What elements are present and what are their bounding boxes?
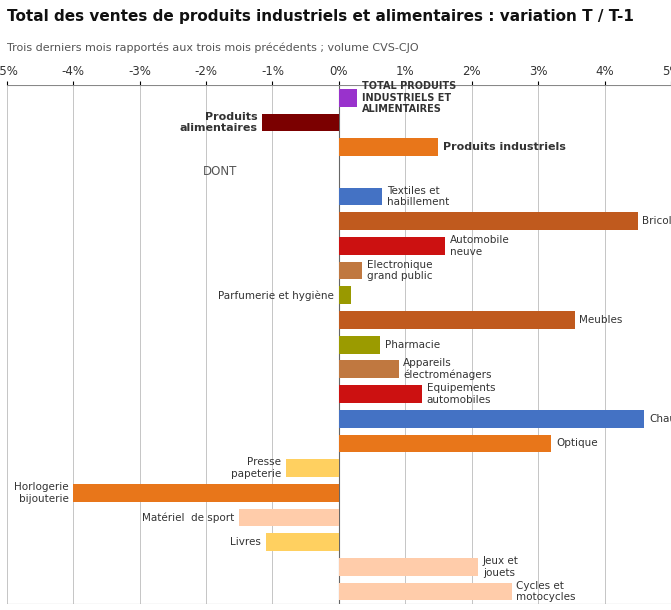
Bar (339, 237, 445, 255)
Text: DONT: DONT (203, 165, 237, 178)
Bar (339, 385, 422, 403)
Bar (339, 89, 358, 107)
Text: Presse
papeterie: Presse papeterie (231, 458, 281, 479)
Text: Total des ventes de produits industriels et alimentaires : variation T / T-1: Total des ventes de produits industriels… (7, 9, 633, 24)
Text: Livres: Livres (230, 537, 261, 547)
Text: Produits
alimentaires: Produits alimentaires (180, 112, 258, 133)
Text: Meubles: Meubles (579, 315, 623, 325)
Bar (339, 262, 362, 279)
Text: Pharmacie: Pharmacie (384, 340, 440, 350)
Text: Matériel  de sport: Matériel de sport (142, 512, 235, 523)
Bar (339, 286, 351, 304)
Bar (339, 336, 380, 354)
Bar (239, 509, 339, 526)
Text: Equipements
automobiles: Equipements automobiles (427, 383, 495, 405)
Text: Bricolage: Bricolage (642, 216, 671, 226)
Text: Appareils
électroménagers: Appareils électroménagers (403, 358, 492, 381)
Text: Cycles et
motocycles: Cycles et motocycles (516, 581, 576, 602)
Text: Trois derniers mois rapportés aux trois mois précédents ; volume CVS-CJO: Trois derniers mois rapportés aux trois … (7, 43, 418, 53)
Text: Electronique
grand public: Electronique grand public (367, 260, 432, 281)
Bar (73, 484, 339, 501)
Bar (286, 459, 339, 477)
Bar (266, 533, 339, 551)
Text: TOTAL PRODUITS
INDUSTRIELS ET
ALIMENTAIRES: TOTAL PRODUITS INDUSTRIELS ET ALIMENTAIR… (362, 81, 456, 114)
Bar (339, 212, 637, 230)
Bar (339, 138, 439, 156)
Bar (339, 583, 511, 600)
Text: Parfumerie et hygiène: Parfumerie et hygiène (218, 290, 334, 301)
Text: Chaussure: Chaussure (649, 414, 671, 424)
Text: Produits industriels: Produits industriels (443, 142, 566, 152)
Text: Jeux et
jouets: Jeux et jouets (483, 556, 519, 578)
Text: Optique: Optique (556, 439, 598, 448)
Bar (339, 558, 478, 576)
Bar (262, 113, 339, 131)
Text: Horlogerie
bijouterie: Horlogerie bijouterie (14, 482, 68, 504)
Text: Textiles et
habillement: Textiles et habillement (386, 185, 449, 207)
Bar (339, 434, 552, 452)
Text: Automobile
neuve: Automobile neuve (450, 235, 509, 257)
Bar (339, 188, 382, 206)
Bar (339, 410, 644, 428)
Bar (339, 311, 574, 329)
Bar (339, 361, 399, 378)
